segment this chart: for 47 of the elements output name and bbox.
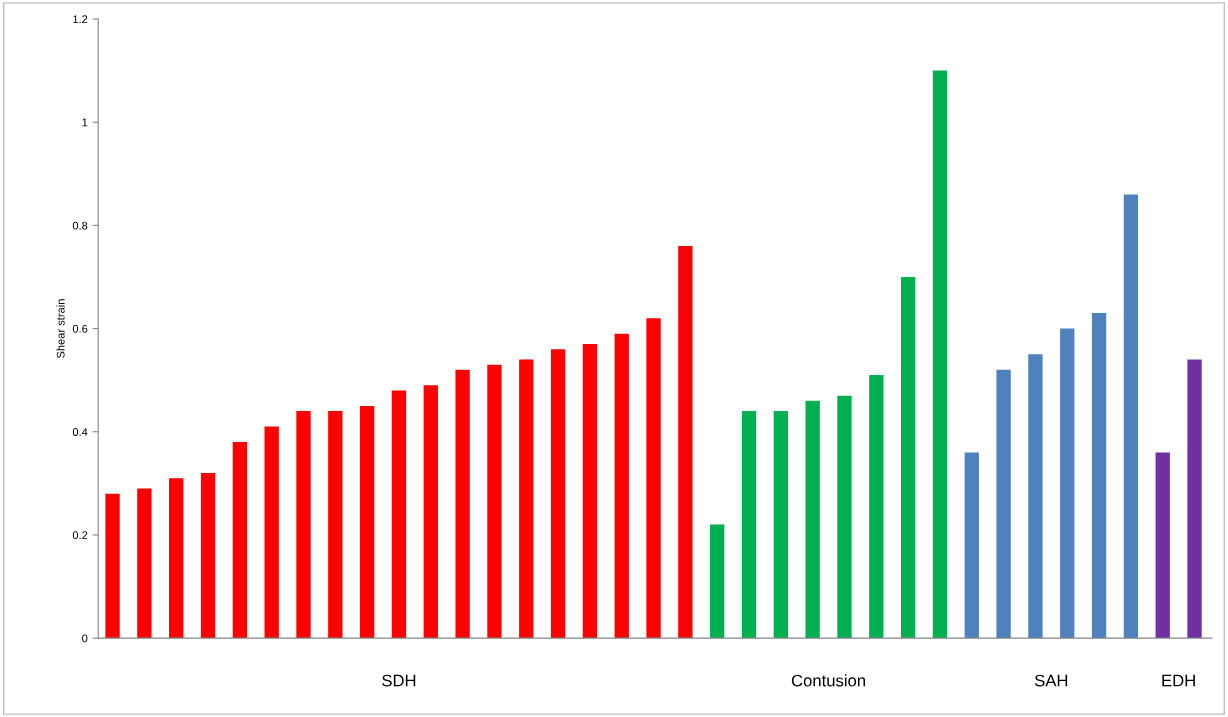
bar	[1123, 194, 1139, 639]
bar	[614, 333, 629, 639]
y-tick-label: 1	[82, 118, 88, 127]
bar	[264, 426, 279, 639]
bar	[105, 493, 120, 639]
bar	[1028, 354, 1043, 639]
text: SAH	[1034, 674, 1068, 687]
bar	[328, 411, 343, 639]
bar	[296, 411, 311, 639]
y-tick-label: 1.2	[73, 15, 88, 24]
bar	[169, 478, 184, 639]
bar	[487, 364, 502, 639]
bar	[964, 452, 979, 639]
y-tick-label: 0.8	[72, 221, 88, 230]
bar	[455, 369, 470, 639]
text: Contusion	[791, 674, 866, 687]
y-tick-label: 0.6	[72, 324, 88, 333]
text: EDH	[1162, 674, 1195, 687]
bar	[996, 369, 1011, 639]
bar	[869, 375, 884, 639]
bar	[1187, 359, 1202, 639]
bar	[1060, 328, 1075, 639]
bar	[550, 349, 566, 639]
bar	[391, 390, 407, 639]
text: SDH	[382, 674, 416, 687]
y-tick-label: 0.2	[72, 531, 88, 540]
bar	[423, 385, 438, 639]
y-tick-label: 0	[82, 634, 88, 643]
bar	[805, 400, 820, 639]
bar	[359, 405, 375, 639]
bar	[900, 276, 916, 639]
bar	[710, 524, 725, 639]
bar	[837, 395, 852, 639]
bar	[137, 488, 152, 639]
y-axis-title: Shear strain	[56, 299, 65, 359]
y-tick-label: 0.4	[72, 428, 88, 436]
bar	[646, 318, 661, 639]
bar	[200, 473, 216, 639]
bar	[932, 70, 948, 639]
bar	[232, 442, 248, 639]
bar	[678, 246, 693, 639]
bar	[1155, 452, 1170, 639]
bar	[773, 411, 788, 639]
bar	[519, 359, 534, 639]
bar	[1091, 313, 1107, 639]
bar	[582, 344, 598, 639]
bar	[741, 411, 757, 639]
